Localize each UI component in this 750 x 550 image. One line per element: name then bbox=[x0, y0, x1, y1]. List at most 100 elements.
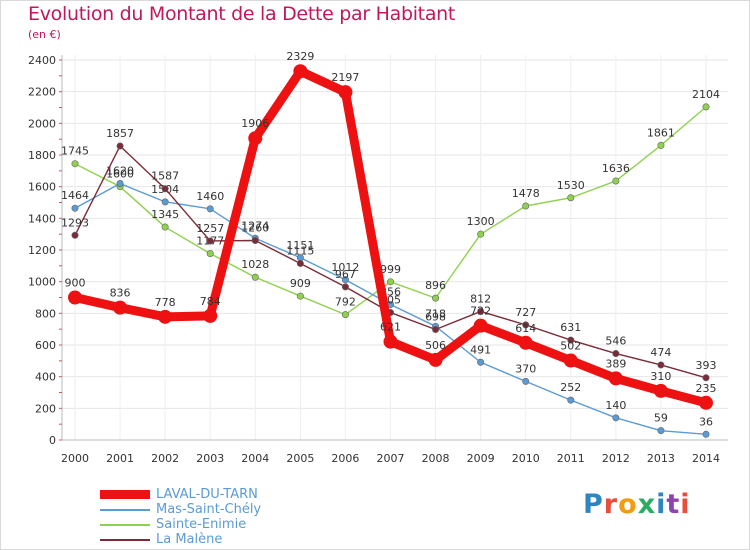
data-point bbox=[203, 308, 218, 323]
data-point bbox=[68, 290, 82, 305]
data-label: 999 bbox=[380, 263, 401, 276]
data-point bbox=[657, 141, 665, 149]
data-point bbox=[341, 311, 349, 319]
data-label: 2104 bbox=[692, 88, 720, 101]
data-point bbox=[296, 259, 304, 267]
data-label: 1861 bbox=[647, 126, 675, 139]
data-label: 1600 bbox=[106, 168, 134, 181]
data-label: 370 bbox=[515, 362, 536, 375]
data-label: 1151 bbox=[286, 239, 314, 252]
data-point bbox=[248, 131, 263, 146]
data-point bbox=[383, 334, 398, 349]
data-point bbox=[432, 294, 440, 302]
legend-item-la-malene: La Malène bbox=[100, 532, 261, 547]
data-label: 967 bbox=[335, 268, 356, 281]
data-label: 1906 bbox=[241, 117, 269, 130]
data-point bbox=[653, 383, 668, 398]
legend-swatch-sainte-enimie bbox=[100, 523, 150, 526]
data-point bbox=[702, 103, 710, 111]
logo-letter: P bbox=[583, 489, 604, 520]
data-label: 389 bbox=[605, 357, 626, 370]
chart-title: Evolution du Montant de la Dette par Hab… bbox=[28, 3, 456, 25]
data-point bbox=[296, 292, 304, 300]
data-label: 1260 bbox=[241, 222, 269, 235]
data-label: 252 bbox=[560, 381, 581, 394]
data-label: 778 bbox=[155, 296, 176, 309]
data-point bbox=[206, 205, 214, 213]
data-label: 235 bbox=[696, 382, 717, 395]
data-point bbox=[702, 374, 710, 382]
data-point bbox=[473, 318, 488, 333]
data-point bbox=[116, 142, 124, 150]
data-label: 1293 bbox=[61, 216, 89, 229]
data-label: 1345 bbox=[151, 208, 179, 221]
data-point bbox=[608, 371, 623, 386]
data-point bbox=[206, 237, 214, 245]
data-label: 631 bbox=[560, 321, 581, 334]
x-tick-label: 2009 bbox=[467, 452, 495, 465]
data-point bbox=[657, 427, 665, 435]
data-label: 812 bbox=[470, 292, 491, 305]
y-tick-label: 0 bbox=[49, 434, 56, 447]
data-label: 1620 bbox=[106, 165, 134, 178]
x-tick-label: 2002 bbox=[151, 452, 179, 465]
data-label: 474 bbox=[650, 346, 671, 359]
data-label: 621 bbox=[380, 321, 401, 334]
x-tick-label: 2006 bbox=[331, 452, 359, 465]
x-tick-label: 2010 bbox=[512, 452, 540, 465]
x-tick-label: 2003 bbox=[196, 452, 224, 465]
data-label: 718 bbox=[425, 307, 446, 320]
x-tick-label: 2008 bbox=[422, 452, 450, 465]
data-label: 1300 bbox=[467, 215, 495, 228]
data-point bbox=[113, 300, 128, 315]
y-tick-label: 1800 bbox=[28, 149, 56, 162]
data-label: 1460 bbox=[196, 190, 224, 203]
data-point bbox=[522, 202, 530, 210]
data-label: 909 bbox=[290, 277, 311, 290]
data-label: 1257 bbox=[196, 222, 224, 235]
y-tick-label: 2400 bbox=[28, 54, 56, 67]
data-point bbox=[71, 231, 79, 239]
data-label: 896 bbox=[425, 279, 446, 292]
data-point bbox=[386, 278, 394, 286]
x-tick-label: 2013 bbox=[647, 452, 675, 465]
data-point bbox=[116, 180, 124, 188]
data-label: 1274 bbox=[241, 219, 269, 232]
data-point bbox=[477, 358, 485, 366]
data-point bbox=[567, 396, 575, 404]
legend-label-la-malene: La Malène bbox=[156, 532, 223, 547]
data-label: 1464 bbox=[61, 189, 89, 202]
data-point bbox=[338, 85, 353, 100]
data-label: 393 bbox=[696, 359, 717, 372]
data-point bbox=[567, 336, 575, 344]
logo-letter: o bbox=[618, 489, 638, 520]
y-tick-label: 2000 bbox=[28, 117, 56, 130]
y-tick-label: 1600 bbox=[28, 181, 56, 194]
data-point bbox=[699, 395, 713, 410]
y-tick-label: 400 bbox=[35, 371, 56, 384]
data-label: 698 bbox=[425, 310, 446, 323]
data-label: 2197 bbox=[331, 71, 359, 84]
data-point bbox=[522, 321, 530, 329]
data-point bbox=[477, 307, 485, 315]
data-point bbox=[71, 204, 79, 212]
legend-item-sainte-enimie: Sainte-Enimie bbox=[100, 517, 261, 532]
data-point bbox=[612, 350, 620, 358]
x-tick-label: 2007 bbox=[377, 452, 405, 465]
data-label: 727 bbox=[515, 306, 536, 319]
data-label: 1115 bbox=[286, 244, 314, 257]
data-label: 502 bbox=[560, 340, 581, 353]
x-tick-label: 2000 bbox=[61, 452, 89, 465]
y-tick-label: 2200 bbox=[28, 86, 56, 99]
data-point bbox=[161, 223, 169, 231]
data-point bbox=[341, 283, 349, 291]
data-point bbox=[341, 276, 349, 284]
data-point bbox=[657, 361, 665, 369]
data-label: 1530 bbox=[557, 179, 585, 192]
data-point bbox=[428, 352, 443, 367]
legend-item-mas-saint-chely: Mas-Saint-Chély bbox=[100, 502, 261, 517]
data-label: 546 bbox=[605, 335, 626, 348]
data-label: 784 bbox=[200, 295, 221, 308]
chart-subtitle: (en €) bbox=[28, 28, 61, 41]
